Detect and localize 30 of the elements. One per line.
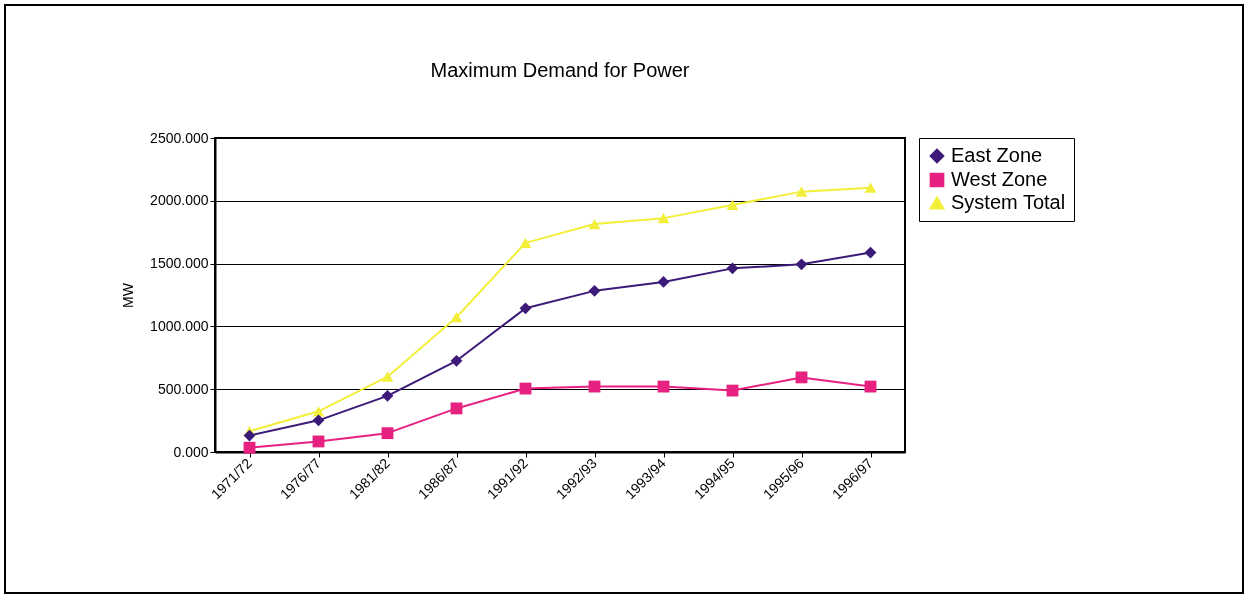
point <box>519 237 532 248</box>
point <box>657 276 670 288</box>
point <box>381 371 394 382</box>
point <box>312 414 325 427</box>
y-tick-label: 2000.000 <box>150 192 209 209</box>
point <box>588 218 601 230</box>
y-tick-label: 2500.000 <box>150 129 209 146</box>
y-axis-title: MW <box>120 282 137 308</box>
point <box>243 441 256 454</box>
y-tick-label: 1000.000 <box>150 317 209 334</box>
point <box>519 302 532 315</box>
y-tick-label: 1500.000 <box>150 255 209 272</box>
legend-label: West Zone <box>951 168 1048 190</box>
point <box>795 258 808 271</box>
chart-title: Maximum Demand for Power <box>430 59 690 81</box>
point <box>450 354 463 367</box>
point <box>381 427 394 440</box>
point <box>726 262 739 275</box>
point <box>726 199 739 211</box>
point <box>657 213 670 224</box>
point <box>381 389 394 402</box>
legend-label: East Zone <box>951 144 1043 166</box>
point <box>450 312 463 323</box>
y-tick-label: 0.000 <box>173 443 209 460</box>
point <box>588 284 601 297</box>
y-tick-label: 500.000 <box>157 380 209 397</box>
point <box>795 371 808 384</box>
point <box>864 182 877 193</box>
legend-label: System Total <box>951 191 1066 213</box>
point <box>795 186 808 197</box>
